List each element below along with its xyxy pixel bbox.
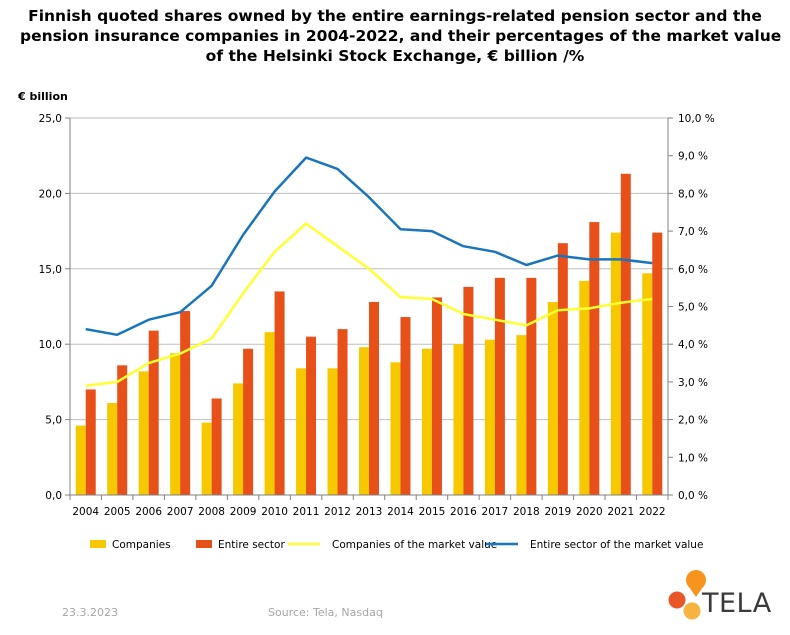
bar-companies [390,362,401,495]
x-tick-label: 2006 [135,506,162,518]
bar-companies [107,403,118,495]
bar-entire-sector [306,336,317,495]
x-tick-label: 2022 [639,506,666,518]
bar-companies [516,335,527,495]
x-tick-label: 2004 [72,506,99,518]
x-tick-label: 2013 [356,506,383,518]
y2-tick-label: 2,0 % [678,415,708,427]
bar-entire-sector [526,277,537,495]
x-tick-label: 2017 [482,506,509,518]
y2-tick-label: 6,0 % [678,264,708,276]
tick-labels: 0,0 5,0 10,0 15,0 20,0 25,0 0,0 % 1,0 % 2,0 % 3,0… [39,113,715,518]
bar-entire-sector [337,329,348,495]
y-axis-label: € billion [17,90,68,103]
legend-swatch [196,540,212,548]
bar-companies [610,232,621,495]
y2-tick-label: 0,0 % [678,490,708,502]
footer-source: Source: Tela, Nasdaq [268,606,383,619]
bar-entire-sector [400,317,411,495]
legend-label: Companies of the market value [332,539,497,551]
y-tick-label: 5,0 [45,415,62,427]
bar-companies [264,332,275,495]
bar-entire-sector [117,365,128,495]
y-tick-label: 25,0 [39,113,62,125]
y2-tick-label: 4,0 % [678,339,708,351]
x-tick-label: 2005 [104,506,131,518]
chart-title: Finnish quoted shares owned by the entir… [20,6,782,66]
bar-companies [233,383,244,495]
bar-companies [547,301,558,495]
y-tick-label: 10,0 [39,339,62,351]
bar-series [75,173,663,495]
bar-entire-sector [494,277,505,495]
y2-tick-label: 8,0 % [678,188,708,200]
x-tick-label: 2019 [544,506,571,518]
x-tick-label: 2007 [167,506,194,518]
bar-entire-sector [463,286,474,495]
chart-title-line-2: pension insurance companies in 2004-2022… [20,27,782,45]
bar-entire-sector [274,291,285,495]
legend-label: Entire sector [218,539,285,551]
bar-companies [579,280,590,495]
legend-swatch [90,540,106,548]
bar-entire-sector [431,297,442,495]
bar-entire-sector [620,173,631,495]
logo-text: TELA [702,588,772,619]
x-tick-label: 2020 [576,506,603,518]
legend-label: Companies [112,539,171,551]
bar-companies [359,347,369,495]
footer-date: 23.3.2023 [62,606,118,619]
x-tick-label: 2014 [387,506,414,518]
bar-entire-sector [85,389,96,495]
legend-label: Entire sector of the market value [530,539,703,551]
bar-companies [421,348,432,495]
bar-companies [642,273,653,495]
bar-companies [138,371,149,495]
bar-entire-sector [557,243,568,495]
chart-title-line-1: Finnish quoted shares owned by the entir… [28,7,762,25]
x-tick-label: 2009 [230,506,257,518]
bar-entire-sector [652,232,663,495]
bar-entire-sector [369,301,379,495]
axes [65,117,673,500]
bar-companies [327,368,338,495]
x-tick-label: 2021 [607,506,634,518]
y2-tick-label: 3,0 % [678,377,708,389]
bar-entire-sector [180,311,191,495]
x-tick-label: 2008 [198,506,225,518]
bar-companies [170,353,181,495]
x-tick-label: 2015 [419,506,446,518]
x-tick-label: 2012 [324,506,351,518]
bar-entire-sector [243,348,254,495]
bar-companies [296,368,307,495]
bar-companies [453,344,464,495]
combo-chart: 0,0 5,0 10,0 15,0 20,0 25,0 0,0 % 1,0 % 2,0 % 3,0… [17,90,715,551]
x-tick-label: 2018 [513,506,540,518]
line-series [85,156,653,387]
line-entire-sector-market-value [85,156,653,337]
chart-title-line-3: of the Helsinki Stock Exchange, € billio… [205,47,585,65]
y2-tick-label: 5,0 % [678,302,708,314]
y2-tick-label: 9,0 % [678,151,708,163]
y2-tick-label: 7,0 % [678,226,708,238]
y2-tick-label: 10,0 % [678,113,715,125]
bar-companies [75,425,86,495]
bar-entire-sector [148,330,159,495]
y2-tick-label: 1,0 % [678,452,708,464]
y-tick-label: 0,0 [45,490,62,502]
x-tick-label: 2011 [293,506,320,518]
tela-logo-mark [668,570,706,620]
y-tick-label: 20,0 [39,188,62,200]
bar-entire-sector [589,222,600,495]
bar-companies [201,422,212,495]
y-tick-label: 15,0 [39,264,62,276]
x-tick-label: 2010 [261,506,288,518]
bar-companies [484,339,495,495]
line-companies-market-value [85,222,653,387]
x-tick-label: 2016 [450,506,477,518]
bar-entire-sector [211,398,222,495]
legend: Companies Entire sector Companies of the m… [90,539,703,551]
tela-logo: TELA [664,568,784,630]
